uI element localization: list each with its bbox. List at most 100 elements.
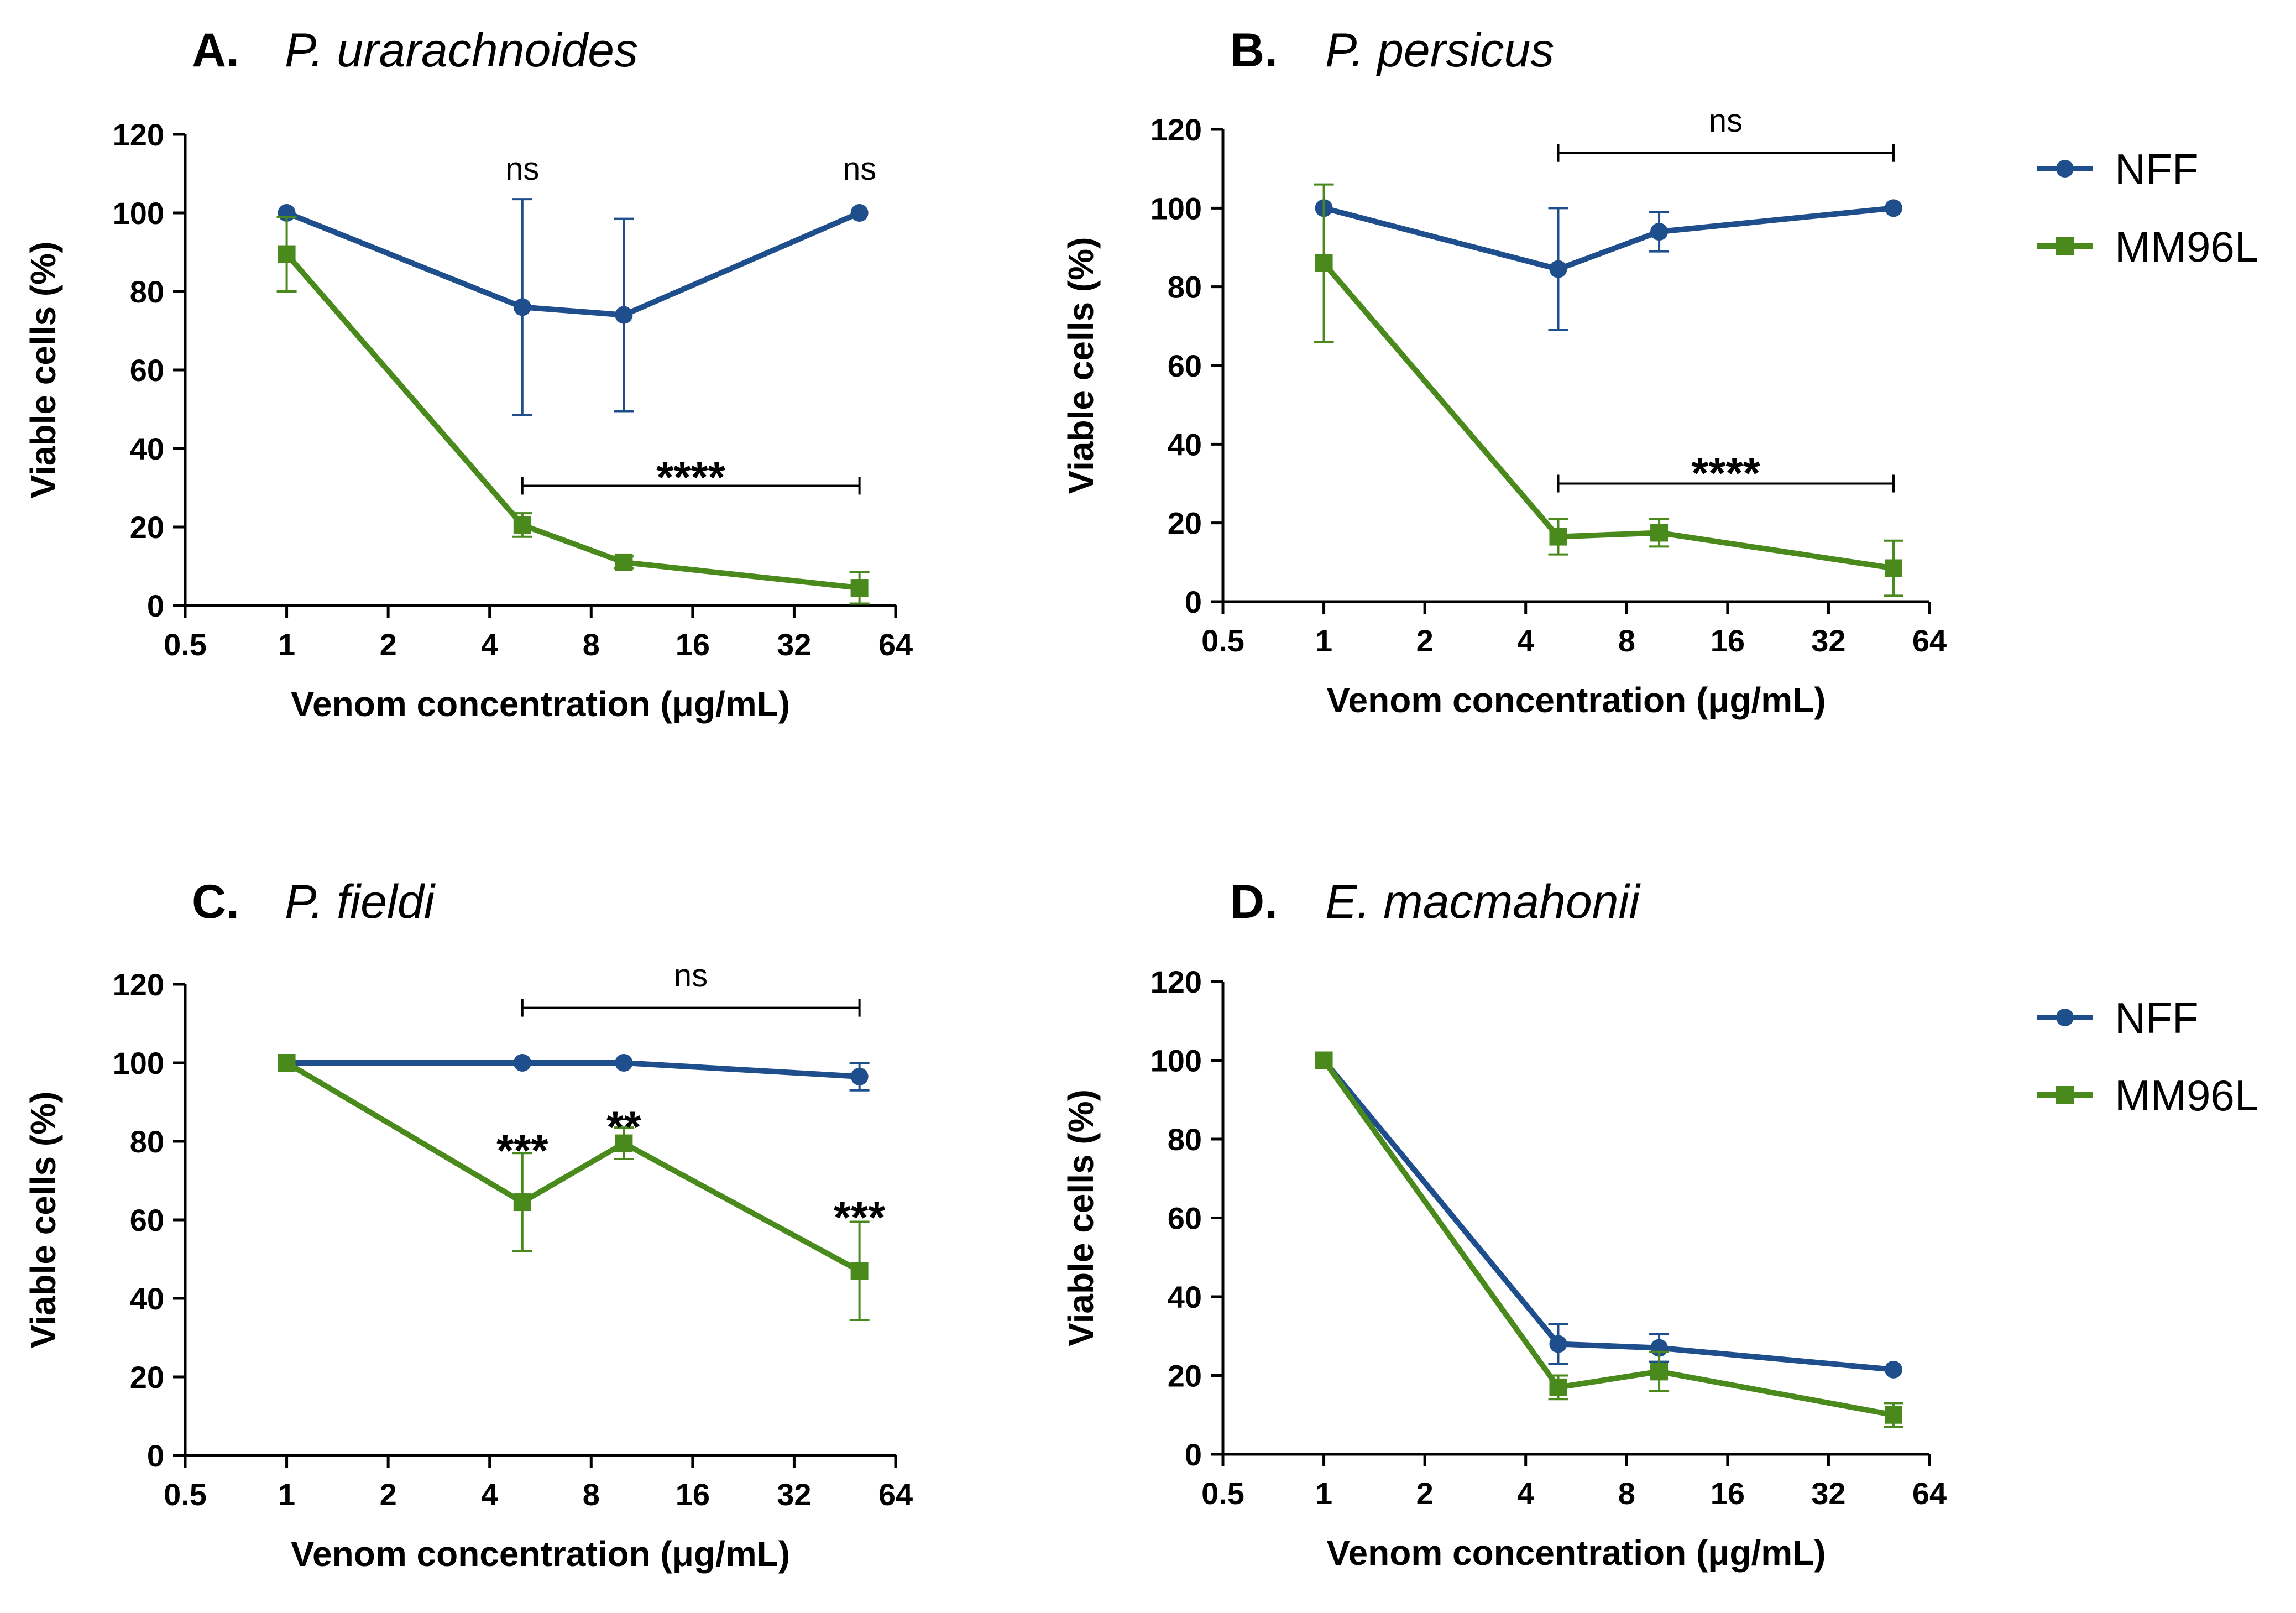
- data-point: [1650, 524, 1669, 542]
- x-tick-label: 32: [777, 627, 811, 662]
- y-tick-label: 100: [113, 1046, 164, 1080]
- data-point: [1650, 223, 1669, 241]
- legend-label: NFF: [2115, 994, 2199, 1042]
- x-tick-label: 4: [1517, 623, 1534, 658]
- y-tick-label: 0: [1185, 1437, 1202, 1472]
- y-tick-label: 120: [1150, 112, 1202, 147]
- x-tick-label: 1: [278, 1477, 295, 1512]
- x-tick-label: 16: [676, 1477, 710, 1512]
- x-axis-title: Venom concentration (μg/mL): [1326, 680, 1826, 720]
- y-tick-label: 0: [147, 1438, 164, 1473]
- panel-b: B. P. persicus 0 20 40 60 80 100 120 0.5 1 2 4 8 16 32 6…: [1061, 24, 1947, 720]
- x-tick-label: 0.5: [164, 627, 207, 662]
- data-point: [1315, 1051, 1333, 1069]
- series-nff: [1315, 1051, 1902, 1379]
- x-tick-label: 32: [1811, 1476, 1845, 1511]
- legend-b: NFF MM96L: [2037, 145, 2258, 271]
- data-point: [513, 516, 531, 534]
- series-nff: [1315, 199, 1902, 331]
- x-tick-label: 16: [1711, 623, 1745, 658]
- x-axis-title: Venom concentration (μg/mL): [291, 684, 790, 724]
- data-point: [513, 1054, 531, 1072]
- x-tick-label: 8: [1618, 623, 1635, 658]
- legend-label: NFF: [2115, 145, 2199, 194]
- series-line: [1321, 1058, 1894, 1372]
- y-tick-label: 120: [113, 117, 164, 152]
- x-tick-label: 4: [1517, 1476, 1534, 1511]
- y-tick-label: 20: [130, 510, 164, 545]
- x-tick-label: 8: [583, 627, 600, 662]
- series-line: [285, 1060, 861, 1273]
- significance-stars: **: [606, 1103, 641, 1152]
- series-mm96l: [278, 1054, 870, 1322]
- x-tick-label: 16: [676, 627, 710, 662]
- x-tick-label: 2: [380, 627, 397, 662]
- data-point: [1884, 559, 1902, 577]
- x-tick-label: 2: [380, 1477, 397, 1512]
- legend-d: NFF MM96L: [2037, 994, 2258, 1120]
- panel-letter: B.: [1230, 24, 1278, 77]
- data-point: [615, 306, 633, 324]
- panel-title: P. fieldi: [285, 875, 436, 928]
- y-tick-label: 100: [1150, 191, 1202, 226]
- y-tick-label: 40: [130, 431, 164, 466]
- legend-marker: [2056, 1009, 2074, 1026]
- x-axis-title: Venom concentration (μg/mL): [291, 1534, 790, 1574]
- series-line: [1323, 205, 1894, 272]
- data-point: [850, 1262, 869, 1280]
- data-point: [615, 1054, 633, 1072]
- x-tick-label: 2: [1416, 1476, 1434, 1511]
- panel-title: P. urarachnoides: [285, 24, 638, 77]
- x-tick-label: 1: [278, 627, 295, 662]
- panel-letter: D.: [1230, 875, 1278, 928]
- series-line: [1321, 1058, 1894, 1418]
- series-line: [1321, 261, 1894, 571]
- y-tick-label: 60: [130, 1203, 164, 1238]
- x-axis-title: Venom concentration (μg/mL): [1326, 1533, 1826, 1573]
- significance-stars: ****: [656, 453, 725, 502]
- data-point: [1650, 1363, 1669, 1381]
- panel-a: A. P. urarachnoides 0 20 40 60 80 100 120 0.5 1 2 4 8…: [23, 24, 913, 724]
- x-tick-label: 0.5: [164, 1477, 207, 1512]
- y-tick-label: 120: [1150, 964, 1202, 999]
- data-point: [850, 204, 869, 222]
- y-tick-label: 80: [130, 1124, 164, 1159]
- y-tick-label: 80: [1168, 1122, 1202, 1157]
- y-tick-label: 20: [130, 1360, 164, 1395]
- x-tick-label: 64: [1912, 1476, 1947, 1511]
- data-point: [615, 553, 633, 571]
- x-tick-label: 64: [878, 627, 913, 662]
- panel-title: E. macmahonii: [1325, 875, 1641, 928]
- y-tick-label: 80: [130, 274, 164, 309]
- panel-d: D. E. macmahonii 0 20 40 60 80 100 120 0.5 1 2 4 8 16 3…: [1061, 875, 1947, 1573]
- y-axis-title: Viable cells (%): [23, 1092, 63, 1349]
- y-tick-label: 100: [113, 196, 164, 231]
- panel-letter: A.: [192, 24, 239, 77]
- significance-ns: ns: [843, 151, 876, 187]
- y-tick-label: 60: [130, 353, 164, 388]
- legend-label: MM96L: [2115, 222, 2258, 271]
- y-axis-title: Viable cells (%): [1061, 237, 1101, 494]
- significance-stars: ***: [834, 1193, 886, 1242]
- series-mm96l: [276, 216, 870, 605]
- x-tick-label: 32: [1811, 623, 1845, 658]
- y-tick-label: 0: [147, 588, 164, 623]
- significance-stars: ***: [496, 1126, 548, 1175]
- legend-marker: [2056, 237, 2074, 255]
- data-point: [615, 1134, 633, 1152]
- x-tick-label: 2: [1416, 623, 1434, 658]
- data-point: [850, 579, 869, 597]
- data-point: [1549, 1378, 1567, 1396]
- x-tick-label: 1: [1315, 1476, 1332, 1511]
- y-tick-label: 20: [1168, 506, 1202, 541]
- legend-marker: [2056, 160, 2074, 178]
- data-point: [278, 245, 296, 263]
- data-point: [513, 1193, 531, 1212]
- panel-c: C. P. fieldi 0 20 40 60 80 100 120 0.5 1 2 4 8 16 32 64 V…: [23, 875, 913, 1574]
- y-tick-label: 0: [1185, 584, 1202, 619]
- significance-ns: ns: [674, 958, 708, 994]
- data-point: [1315, 254, 1333, 272]
- x-tick-label: 64: [878, 1477, 913, 1512]
- data-point: [513, 298, 531, 316]
